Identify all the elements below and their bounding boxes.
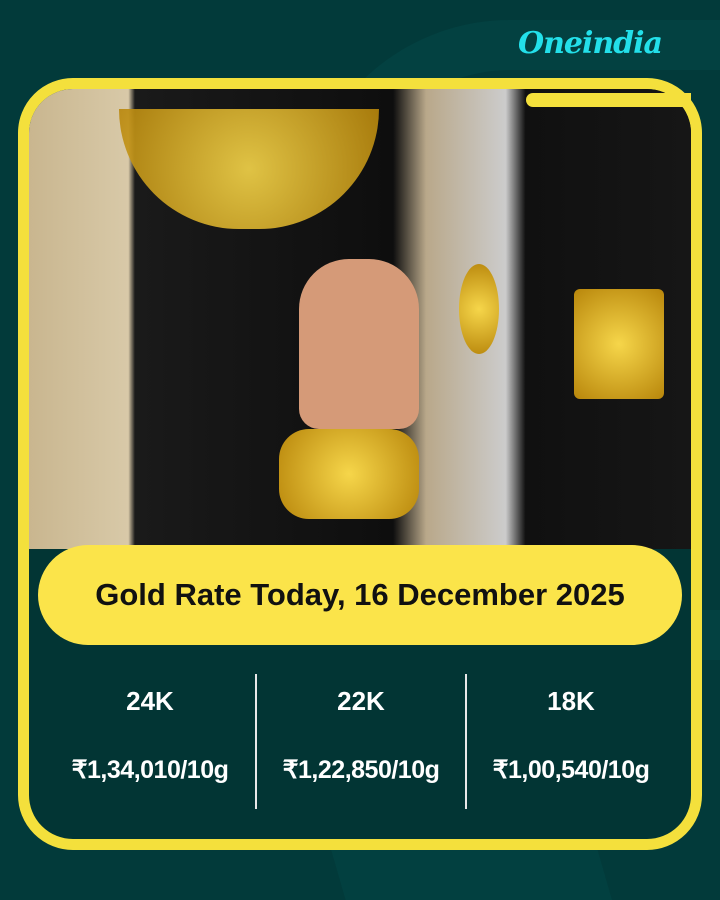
rate-24k: 24K ₹1,34,010/10g bbox=[45, 674, 255, 809]
earring-shape bbox=[459, 264, 499, 354]
karat-label: 22K bbox=[337, 686, 385, 716]
rate-22k: 22K ₹1,22,850/10g bbox=[255, 674, 465, 809]
rate-18k: 18K ₹1,00,540/10g bbox=[465, 674, 675, 809]
price-value: ₹1,22,850/10g bbox=[282, 756, 440, 784]
necklace-shape bbox=[119, 109, 379, 229]
page-title: Gold Rate Today, 16 December 2025 bbox=[38, 545, 682, 645]
gold-jewellery-photo bbox=[29, 89, 691, 549]
price-value: ₹1,00,540/10g bbox=[492, 756, 650, 784]
hand-shape bbox=[299, 259, 419, 429]
karat-label: 18K bbox=[547, 686, 595, 716]
pendant-shape bbox=[574, 289, 664, 399]
oneindia-logo: Oneindia bbox=[517, 26, 663, 61]
bangles-shape bbox=[279, 429, 419, 519]
price-value: ₹1,34,010/10g bbox=[71, 756, 229, 784]
rates-table: 24K ₹1,34,010/10g 22K ₹1,22,850/10g 18K … bbox=[29, 674, 691, 809]
frame-accent-tab bbox=[526, 93, 691, 107]
gold-rate-card: Gold Rate Today, 16 December 2025 24K ₹1… bbox=[18, 78, 702, 850]
karat-label: 24K bbox=[126, 686, 174, 716]
